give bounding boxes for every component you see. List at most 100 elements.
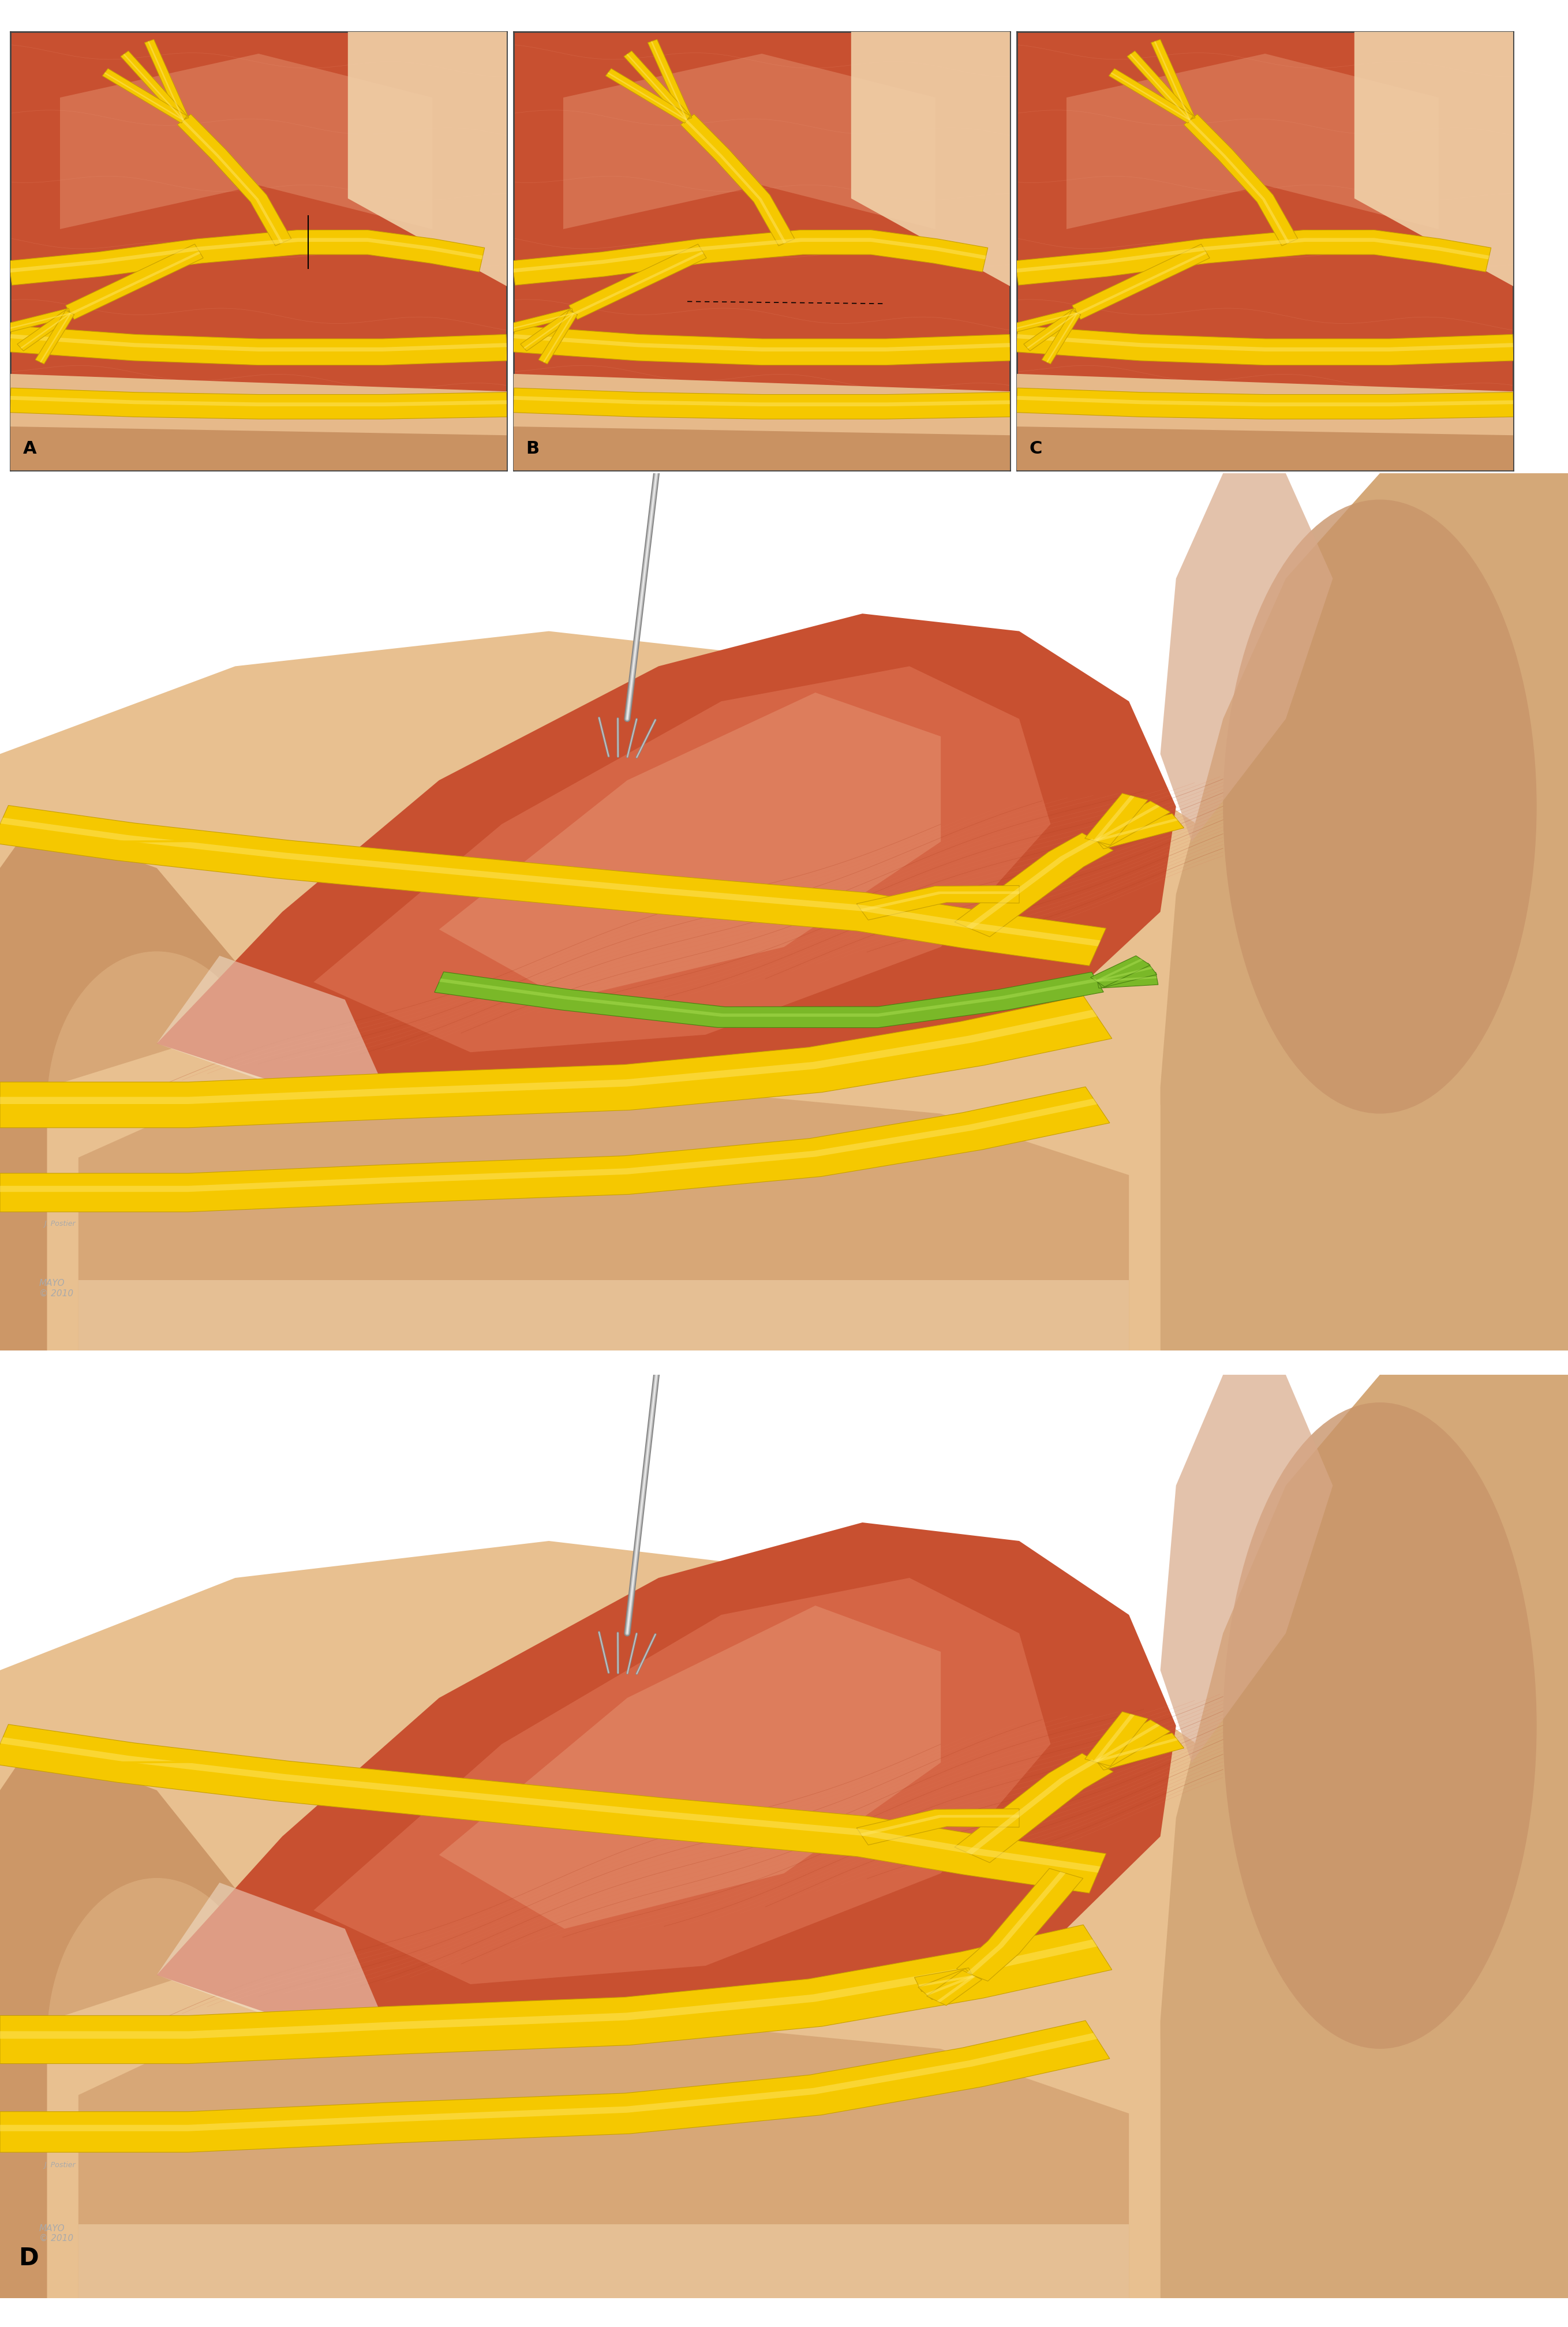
Polygon shape <box>681 114 795 247</box>
Polygon shape <box>936 1976 975 2004</box>
Polygon shape <box>0 1738 1101 1873</box>
Polygon shape <box>11 375 506 470</box>
Text: MAYO
© 2010: MAYO © 2010 <box>39 2225 74 2243</box>
Polygon shape <box>1093 796 1135 842</box>
Polygon shape <box>1085 794 1148 845</box>
Polygon shape <box>1018 375 1513 470</box>
Polygon shape <box>0 1924 1112 2064</box>
Polygon shape <box>513 237 986 272</box>
Polygon shape <box>1091 1734 1184 1771</box>
Polygon shape <box>66 244 204 319</box>
Polygon shape <box>624 51 691 123</box>
Polygon shape <box>1016 230 1491 286</box>
Polygon shape <box>11 396 506 407</box>
Polygon shape <box>1066 54 1439 228</box>
Polygon shape <box>0 1010 1098 1103</box>
Polygon shape <box>648 40 691 121</box>
Ellipse shape <box>1223 500 1537 1115</box>
Polygon shape <box>1018 426 1513 470</box>
Polygon shape <box>513 389 1010 419</box>
Text: C: C <box>1029 440 1043 456</box>
Polygon shape <box>856 1808 1019 1845</box>
Polygon shape <box>1094 959 1143 982</box>
Polygon shape <box>434 973 1104 1029</box>
Polygon shape <box>314 666 1051 1052</box>
Polygon shape <box>605 67 690 123</box>
Polygon shape <box>1014 307 1077 333</box>
Polygon shape <box>513 230 988 286</box>
Polygon shape <box>1098 977 1157 982</box>
Polygon shape <box>78 1087 1129 1350</box>
Polygon shape <box>0 817 1101 947</box>
Polygon shape <box>543 312 575 363</box>
Polygon shape <box>1151 40 1195 121</box>
Polygon shape <box>1184 114 1298 247</box>
Polygon shape <box>47 1001 1160 1350</box>
Polygon shape <box>511 307 574 333</box>
Text: D: D <box>19 2246 39 2271</box>
Polygon shape <box>124 54 183 121</box>
Polygon shape <box>1016 237 1490 272</box>
Polygon shape <box>1109 67 1193 123</box>
Polygon shape <box>47 1929 1160 2299</box>
Polygon shape <box>914 1969 975 1992</box>
Polygon shape <box>956 1869 1083 1980</box>
Polygon shape <box>514 375 1010 470</box>
Polygon shape <box>569 244 707 319</box>
Polygon shape <box>1096 1738 1178 1762</box>
Polygon shape <box>513 326 1010 365</box>
Polygon shape <box>1027 312 1077 349</box>
Polygon shape <box>0 1938 1098 2038</box>
Polygon shape <box>1096 968 1152 982</box>
Polygon shape <box>157 614 1176 1105</box>
Polygon shape <box>514 396 1010 407</box>
Polygon shape <box>0 1540 1443 2299</box>
Polygon shape <box>39 312 72 363</box>
Polygon shape <box>1189 119 1289 244</box>
Polygon shape <box>144 40 188 121</box>
Polygon shape <box>1355 33 1513 286</box>
Polygon shape <box>514 335 1010 351</box>
Polygon shape <box>856 887 1019 919</box>
Polygon shape <box>1018 335 1513 351</box>
Polygon shape <box>1093 963 1157 987</box>
Polygon shape <box>1085 1713 1148 1766</box>
Polygon shape <box>147 42 183 121</box>
Ellipse shape <box>1223 1403 1537 2048</box>
Polygon shape <box>71 251 201 314</box>
Polygon shape <box>919 1969 978 1999</box>
Polygon shape <box>182 119 284 244</box>
Polygon shape <box>919 1976 974 1987</box>
Polygon shape <box>9 326 508 365</box>
Polygon shape <box>103 72 183 121</box>
Polygon shape <box>1088 1720 1170 1769</box>
Polygon shape <box>538 309 577 363</box>
Polygon shape <box>955 1755 1113 1862</box>
Polygon shape <box>927 1971 982 2006</box>
Polygon shape <box>1090 956 1151 987</box>
Polygon shape <box>1127 51 1195 123</box>
Polygon shape <box>1088 800 1170 847</box>
Polygon shape <box>1093 1715 1135 1762</box>
Polygon shape <box>0 1087 1110 1212</box>
Polygon shape <box>0 2034 1098 2132</box>
Polygon shape <box>0 996 1112 1129</box>
Polygon shape <box>0 1724 1105 1894</box>
Polygon shape <box>439 693 941 1001</box>
Polygon shape <box>851 33 1010 286</box>
Polygon shape <box>9 230 485 286</box>
Polygon shape <box>9 312 71 328</box>
Polygon shape <box>1077 251 1207 314</box>
Polygon shape <box>513 312 574 328</box>
Polygon shape <box>524 312 574 349</box>
Polygon shape <box>1129 472 1568 1350</box>
Polygon shape <box>607 72 687 121</box>
Polygon shape <box>1041 309 1080 363</box>
Polygon shape <box>78 2022 1129 2299</box>
Polygon shape <box>0 824 345 1350</box>
Polygon shape <box>563 54 936 228</box>
Polygon shape <box>514 426 1010 470</box>
Ellipse shape <box>47 1878 267 2201</box>
Polygon shape <box>521 309 577 351</box>
Polygon shape <box>20 312 71 349</box>
